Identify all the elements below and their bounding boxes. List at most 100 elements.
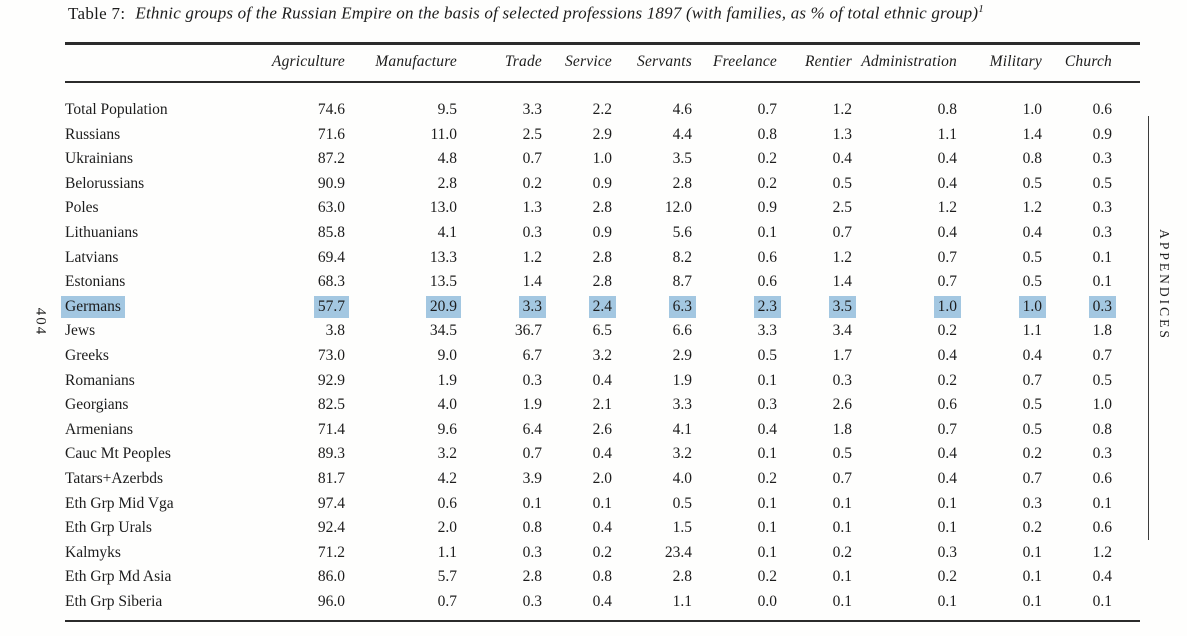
- table-cell: 57.7: [230, 295, 349, 320]
- table-cell: 97.4: [230, 492, 345, 517]
- table-cell: 1.3: [457, 196, 542, 221]
- cell-value: 0.4: [832, 150, 852, 168]
- table-cell: 36.7: [457, 319, 542, 344]
- table-cell: 2.5: [777, 196, 852, 221]
- cell-value: 0.3: [1092, 199, 1112, 217]
- table-cell: 4.0: [345, 393, 457, 418]
- table-cell: 0.3: [1042, 295, 1140, 320]
- table-cell: 2.8: [542, 270, 612, 295]
- cell-value: 6.4: [522, 420, 542, 438]
- cell-value: 0.8: [592, 568, 612, 586]
- cell-value: 2.6: [832, 396, 852, 414]
- table-cell: 11.0: [345, 123, 457, 148]
- table-cell: 0.4: [542, 590, 612, 622]
- table-cell: 0.8: [457, 516, 542, 541]
- table-cell: 3.5: [612, 147, 692, 172]
- cell-value: 71.2: [317, 543, 345, 561]
- table-cell: 0.4: [777, 147, 852, 172]
- cell-value: 0.1: [1092, 494, 1112, 512]
- table-cell: 0.2: [692, 565, 777, 590]
- cell-value: 1.1: [672, 592, 692, 610]
- table-cell: 0.5: [692, 344, 777, 369]
- table-cell: 1.8: [777, 418, 852, 443]
- table-cell: 92.9: [230, 369, 345, 394]
- cell-value: 0.7: [937, 420, 957, 438]
- cell-value: 0.3: [1092, 445, 1112, 463]
- cell-value: 0.4: [1022, 223, 1042, 241]
- cell-value: 0.4: [937, 445, 957, 463]
- cell-value: 2.4: [588, 295, 616, 318]
- cell-value: 0.6: [1092, 101, 1112, 118]
- table-cell: 0.1: [542, 492, 612, 517]
- table-cell: 23.4: [612, 541, 692, 566]
- table-cell: 0.2: [852, 369, 957, 394]
- cell-value: 0.1: [757, 371, 777, 389]
- table-cell: 2.8: [612, 565, 692, 590]
- table-cell: 0.1: [692, 541, 777, 566]
- table-cell: 2.5: [457, 123, 542, 148]
- row-label-text: Kalmyks: [65, 543, 121, 561]
- row-label: Eth Grp Mid Vga: [65, 492, 230, 517]
- cell-value: 0.4: [592, 445, 612, 463]
- table-row: Ukrainians 87.2 4.8 0.7 1.0 3.5 0.2 0.4 0.4 0.8 0.…: [65, 147, 1140, 172]
- cell-value: 68.3: [317, 273, 345, 291]
- cell-value: 4.4: [672, 125, 692, 143]
- cell-value: 2.9: [592, 125, 612, 143]
- table-cell: 71.2: [230, 541, 345, 566]
- table-cell: 0.2: [777, 541, 852, 566]
- table-cell: 2.9: [612, 344, 692, 369]
- cell-value: 0.5: [1092, 371, 1112, 389]
- cell-value: 0.7: [1022, 469, 1042, 487]
- cell-value: 0.3: [522, 592, 542, 610]
- cell-value: 0.9: [592, 223, 612, 241]
- cell-value: 0.4: [592, 519, 612, 537]
- table-cell: 3.3: [457, 295, 546, 320]
- cell-value: 0.1: [832, 494, 852, 512]
- table-cell: 3.3: [457, 82, 542, 123]
- table-cell: 0.3: [1042, 442, 1140, 467]
- table-cell: 0.6: [1042, 82, 1140, 123]
- cell-value: 2.8: [437, 174, 457, 192]
- cell-value: 2.3: [753, 295, 781, 318]
- table-cell: 0.7: [957, 467, 1042, 492]
- cell-value: 0.4: [1092, 568, 1112, 586]
- cell-value: 1.1: [1022, 322, 1042, 340]
- table-cell: 8.2: [612, 246, 692, 271]
- table-cell: 0.2: [692, 467, 777, 492]
- cell-value: 3.8: [325, 322, 345, 340]
- cell-value: 57.7: [313, 295, 349, 318]
- table-cell: 0.5: [957, 418, 1042, 443]
- cell-value: 0.9: [1092, 125, 1112, 143]
- cell-value: 0.5: [1022, 273, 1042, 291]
- cell-value: 0.1: [757, 543, 777, 561]
- row-label-text: Jews: [65, 322, 96, 340]
- cell-value: 3.2: [592, 346, 612, 364]
- cell-value: 6.3: [668, 295, 696, 318]
- table-cell: 0.5: [1042, 172, 1140, 197]
- table-cell: 6.6: [612, 319, 692, 344]
- cell-value: 2.8: [592, 199, 612, 217]
- cell-value: 0.2: [592, 543, 612, 561]
- table-cell: 1.2: [457, 246, 542, 271]
- table-cell: 0.4: [852, 467, 957, 492]
- row-label: Eth Grp Urals: [65, 516, 230, 541]
- cell-value: 0.8: [937, 101, 957, 118]
- column-header: Manufacture: [345, 42, 457, 83]
- cell-value: 0.1: [832, 592, 852, 610]
- cell-value: 5.7: [437, 568, 457, 586]
- cell-value: 0.2: [757, 174, 777, 192]
- cell-value: 0.3: [522, 223, 542, 241]
- table-cell: 1.2: [777, 82, 852, 123]
- table-cell: 0.2: [542, 541, 612, 566]
- table-cell: 0.3: [1042, 147, 1140, 172]
- table-cell: 0.2: [957, 516, 1042, 541]
- table-cell: 6.3: [612, 295, 696, 320]
- cell-value: 0.5: [757, 346, 777, 364]
- table-cell: 0.4: [852, 221, 957, 246]
- table-row: Cauc Mt Peoples 89.3 3.2 0.7 0.4 3.2 0.1 0.5 0.4…: [65, 442, 1140, 467]
- table-cell: 13.0: [345, 196, 457, 221]
- cell-value: 36.7: [514, 322, 542, 340]
- table-cell: 4.2: [345, 467, 457, 492]
- table-cell: 2.9: [542, 123, 612, 148]
- cell-value: 0.4: [592, 592, 612, 610]
